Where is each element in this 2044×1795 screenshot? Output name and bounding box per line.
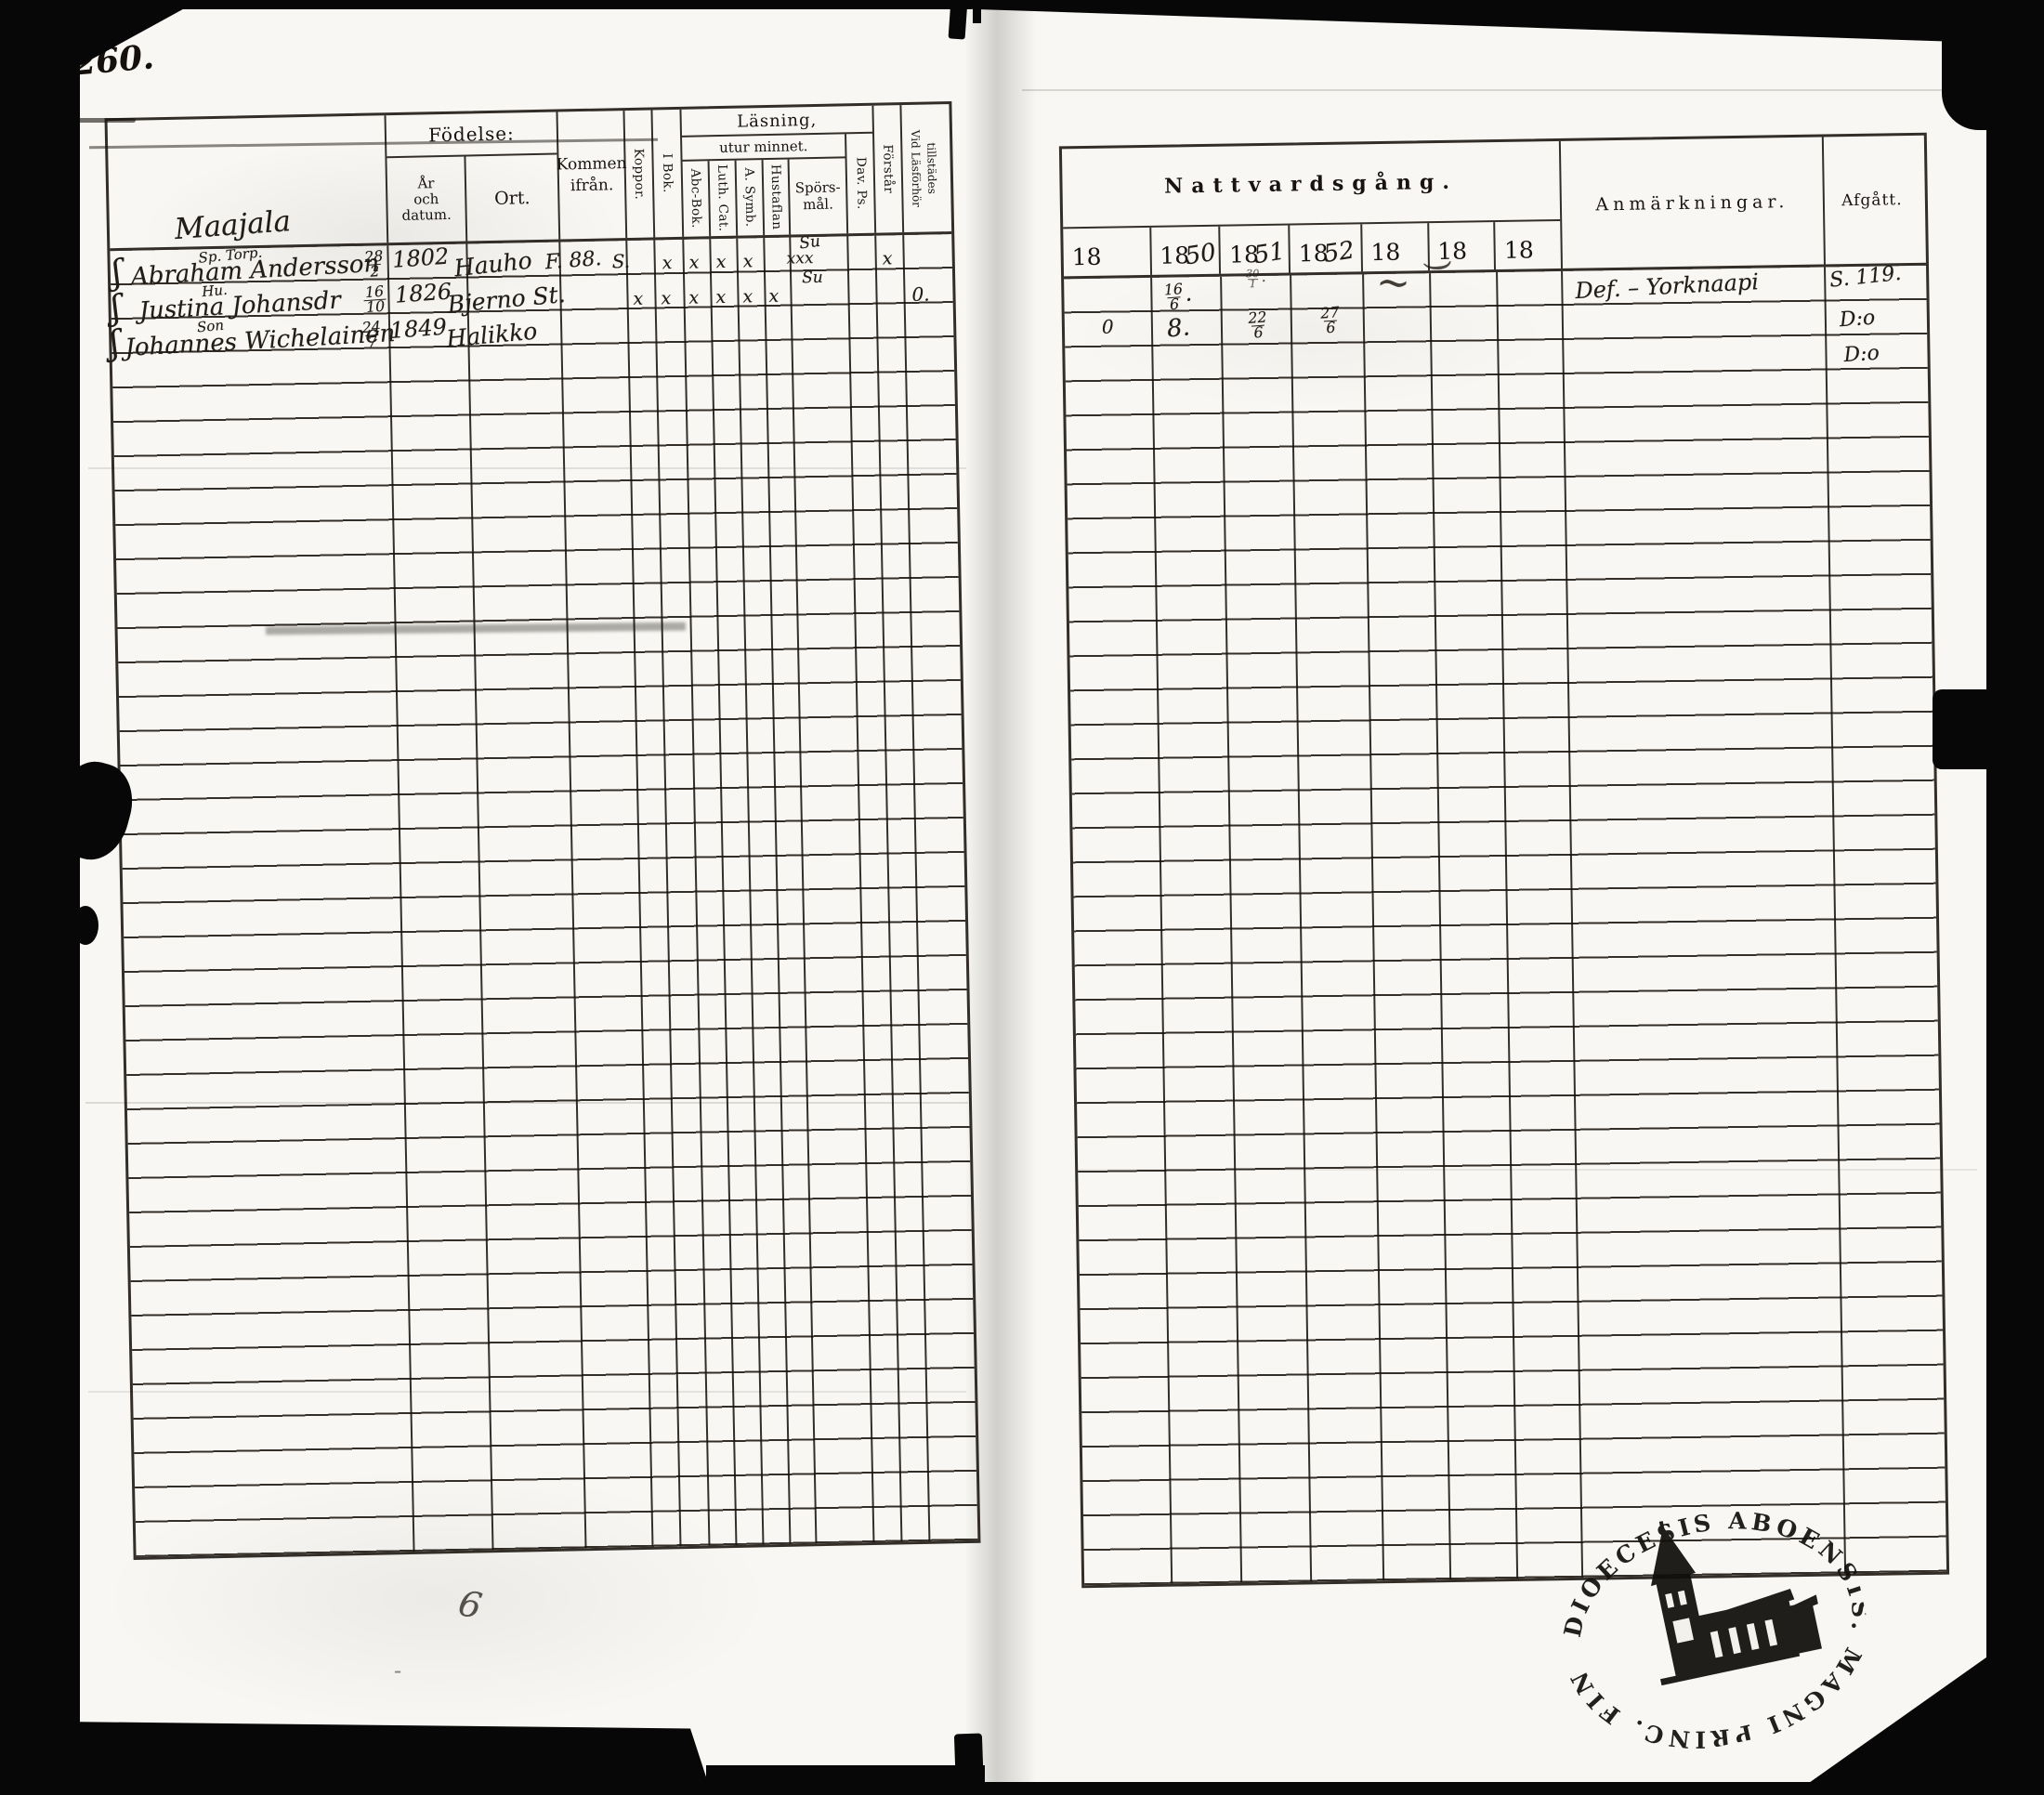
film-border-left <box>0 0 80 1794</box>
film-border-right <box>1986 0 2044 1794</box>
departed-label: Afgått. <box>1841 190 1903 210</box>
understands-label: Förstår <box>873 105 905 233</box>
scan-streak <box>1022 89 1979 91</box>
birth-place-label: Ort. <box>493 187 531 209</box>
by-heart-label: utur minnet. <box>682 134 845 162</box>
year-handwritten: 52 <box>1321 236 1356 269</box>
reading-group-header: Läsning, utur minnet. Abc-Bok. Luth. Cat… <box>681 105 877 237</box>
left-table: Födelse: År och datum. Ort. Kommen ifrån… <box>104 101 981 1560</box>
name-column-header <box>107 115 389 249</box>
attends-examination-line2: tillstädes <box>924 142 939 194</box>
table-column <box>110 245 415 1557</box>
attends-examination-label: Vid Läsförhör tillstädes <box>901 104 946 232</box>
came-from-label: Kommen ifrån. <box>557 111 628 240</box>
abc-book-label: Abc-Bok. <box>682 161 712 237</box>
year-handwritten: 51 <box>1251 237 1288 270</box>
gutter-mark-bottom <box>953 1733 985 1795</box>
film-corner-top-right <box>1942 0 1998 130</box>
film-border-bottom-left <box>0 1721 712 1794</box>
questions-label: Spörs- mål. <box>794 178 841 213</box>
film-edge-bottom <box>980 1782 1816 1794</box>
birth-date-label: År och datum. <box>387 156 468 243</box>
symbolum-label: A. Symb. <box>736 160 766 236</box>
attends-examination-line1: Vid Läsförhör <box>908 129 924 208</box>
year-printed: 18 <box>1071 242 1102 271</box>
left-table-header: Födelse: År och datum. Ort. Kommen ifrån… <box>107 104 952 252</box>
communion-label: Nattvardsgång. <box>1061 140 1561 229</box>
year-handwritten: 50 <box>1183 238 1218 271</box>
year-column-7: 18 <box>1495 221 1561 269</box>
birth-label: Födelse: <box>386 111 557 159</box>
remarks-label: Anmärkningar. <box>1560 137 1826 269</box>
year-printed: 18 <box>1436 237 1468 266</box>
year-column-2: 18 50 <box>1150 226 1222 275</box>
gutter-mark-top-1 <box>948 0 968 40</box>
year-column-4: 18 52 <box>1290 224 1363 273</box>
table-column <box>1563 267 1847 1578</box>
film-blob-left-small <box>72 906 98 945</box>
birth-group-header: Födelse: År och datum. Ort. <box>386 111 561 243</box>
year-column-5: 18 <box>1362 223 1430 272</box>
year-column-6: 18 <box>1428 222 1497 271</box>
film-tab-right <box>1933 689 1998 769</box>
in-book-label: I Bok. <box>652 109 685 238</box>
scan-streak <box>41 118 136 123</box>
year-column-3: 18 51 <box>1220 225 1291 274</box>
table-column <box>1826 266 1941 1573</box>
right-table-grid <box>1064 265 1947 1586</box>
year-row: 18 18 50 18 51 18 52 18 18 18 <box>1063 221 1561 277</box>
film-edge-top <box>172 0 971 9</box>
right-table: Nattvardsgång. 18 18 50 18 51 18 52 18 18 1… <box>1058 132 1950 1589</box>
year-column-1: 18 <box>1063 227 1152 277</box>
hustavla-label: Hustaflan <box>763 159 792 236</box>
cathedral-icon <box>1650 1520 1822 1686</box>
communion-group-header: Nattvardsgång. 18 18 50 18 51 18 52 18 18 1… <box>1061 140 1564 277</box>
luther-catechism-label: Luth. Cat. <box>709 160 739 237</box>
reading-label: Läsning, <box>681 105 873 138</box>
gutter-mark-top-2 <box>973 0 981 23</box>
right-table-header: Nattvardsgång. 18 18 50 18 51 18 52 18 18 1… <box>1061 135 1926 280</box>
year-printed: 18 <box>1370 238 1401 267</box>
left-table-grid <box>110 234 978 1557</box>
davids-psalms-label: Dav. Ps. <box>853 157 870 210</box>
film-edge-bottom-center <box>706 1765 985 1794</box>
smallpox-label: Koppor. <box>624 110 656 239</box>
year-printed: 18 <box>1503 236 1534 264</box>
